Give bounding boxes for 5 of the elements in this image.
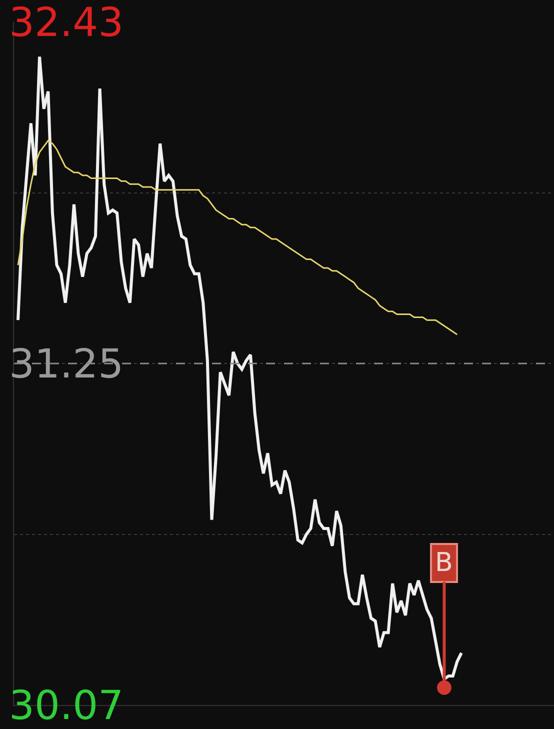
line-series xyxy=(17,140,458,336)
annotation: B xyxy=(435,548,453,578)
y-tick-label: 32.43 xyxy=(9,0,124,46)
y-tick-label: 30.07 xyxy=(9,683,124,729)
y-tick-label: 31.25 xyxy=(9,342,124,388)
